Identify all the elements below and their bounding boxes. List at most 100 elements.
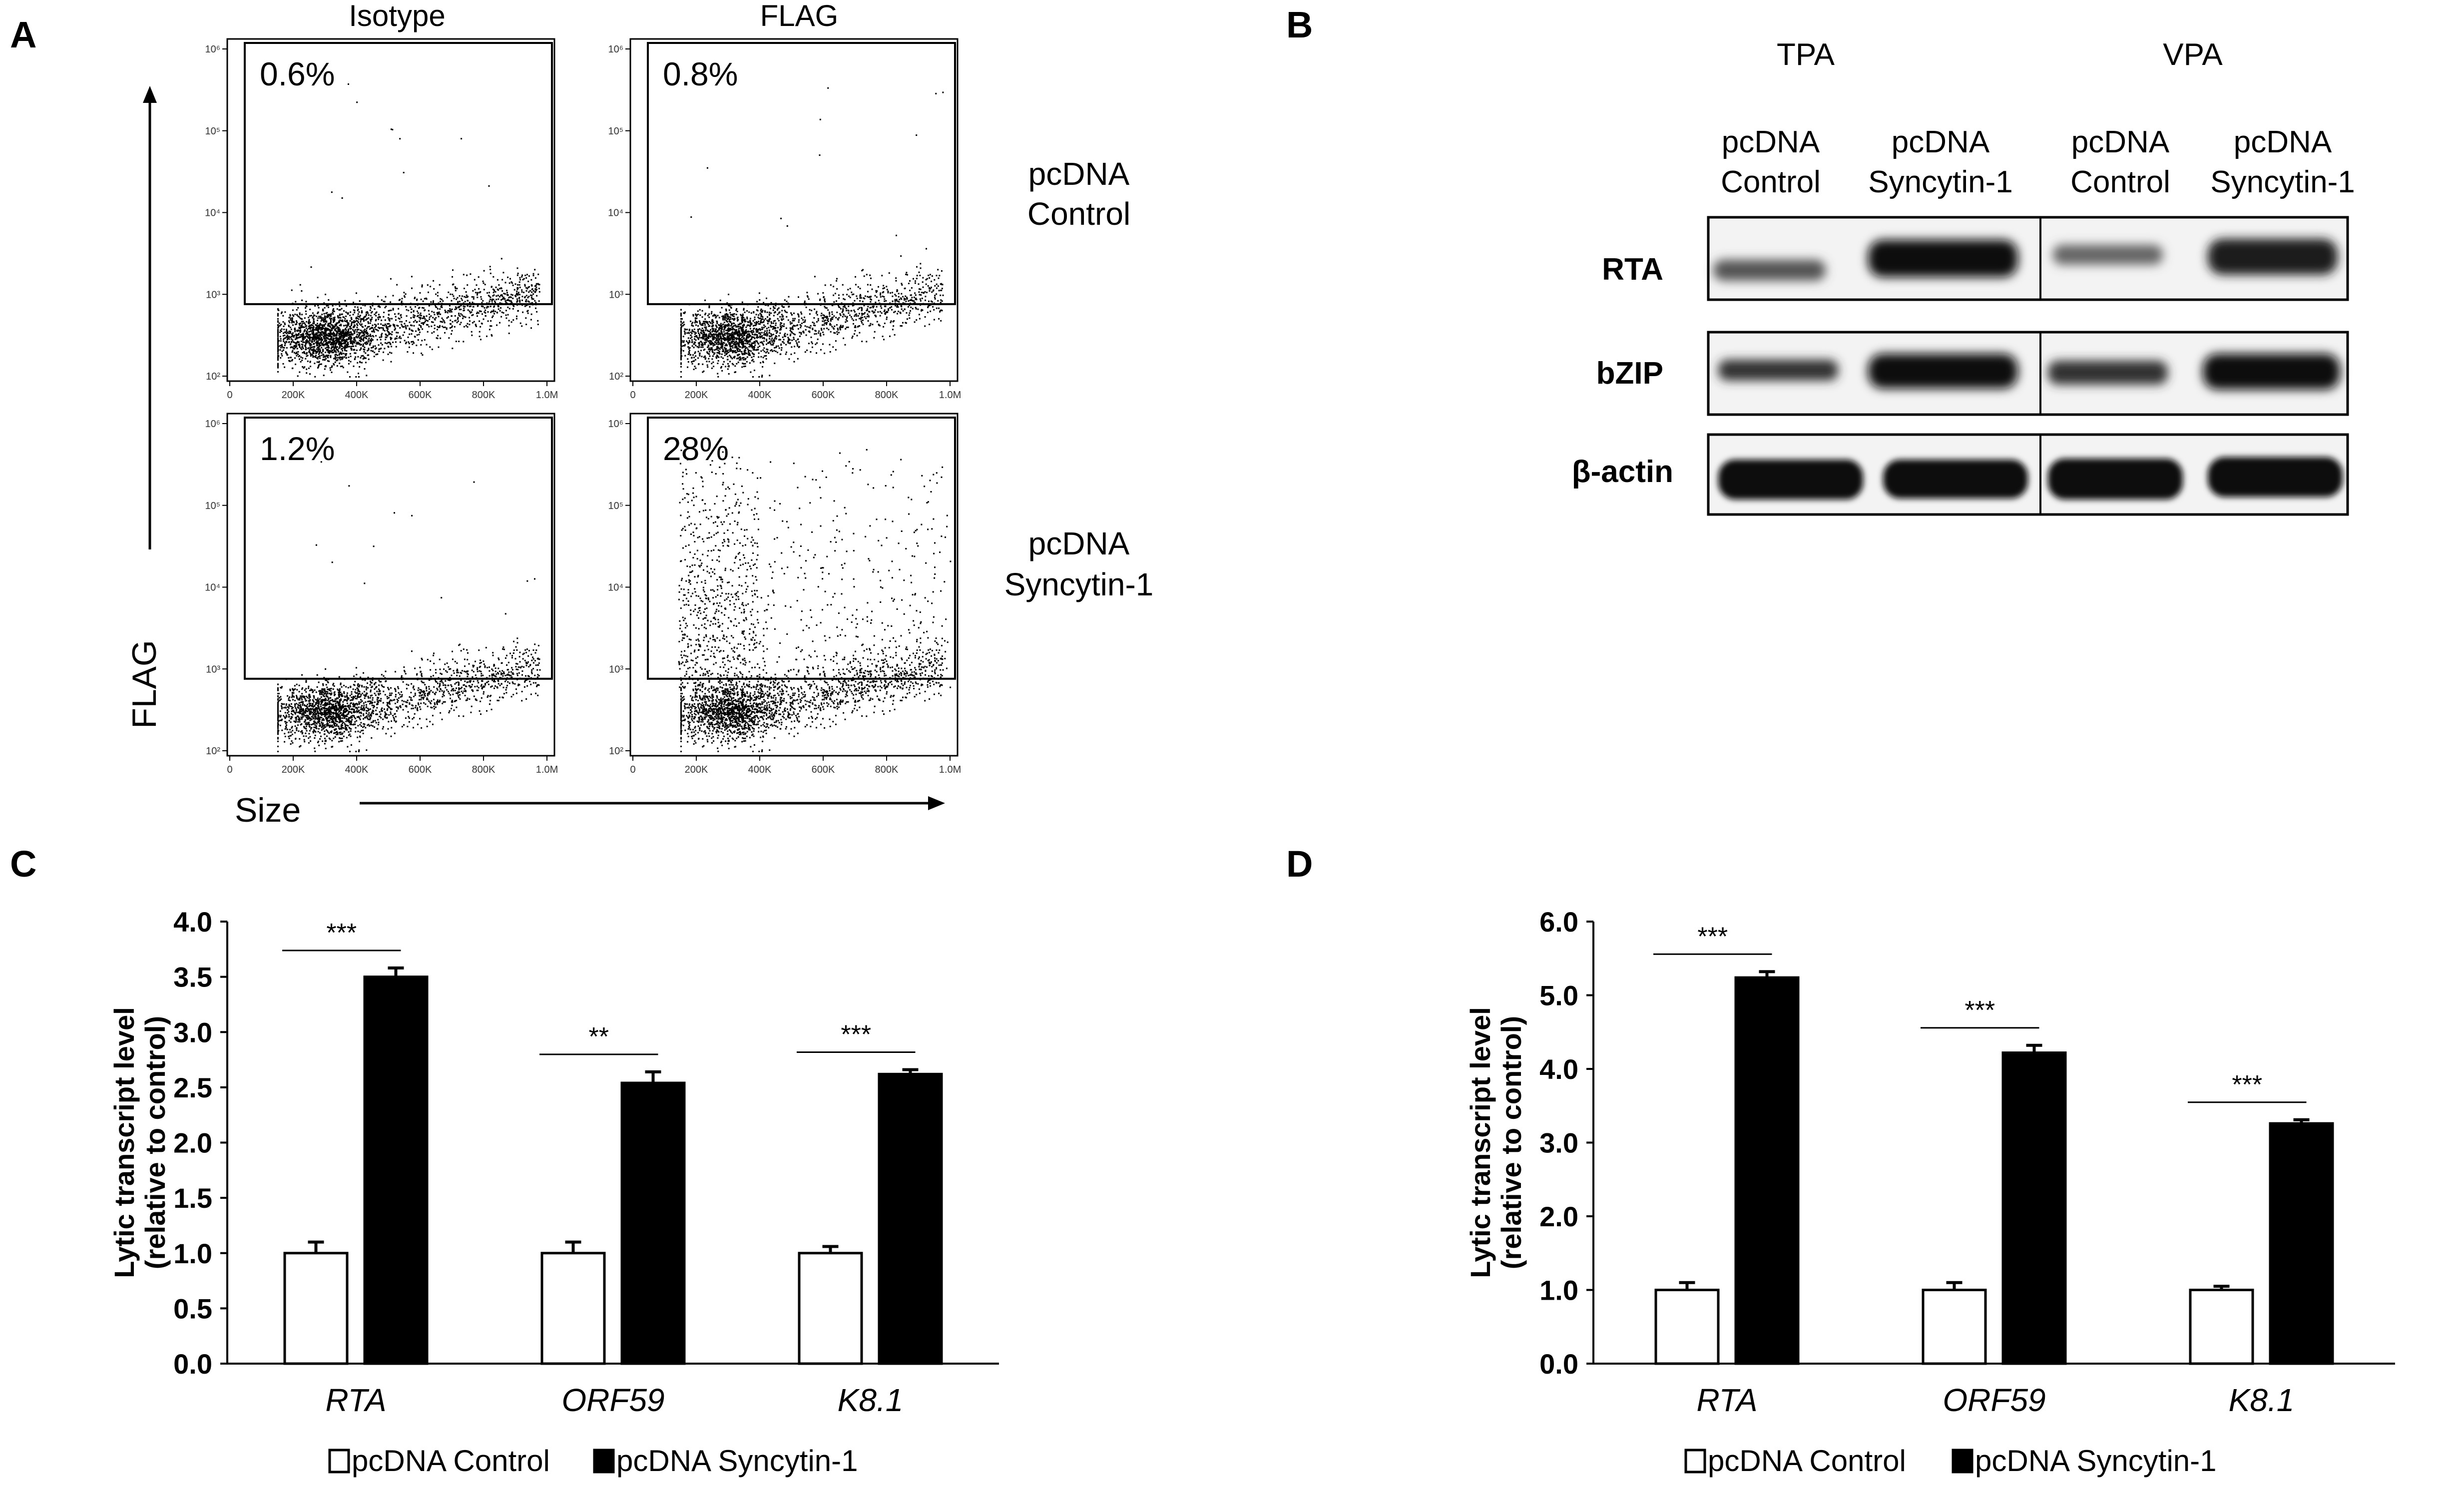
- x-tick-label: 600K: [812, 390, 835, 401]
- lane-1-label-line1: pcDNA: [1722, 125, 1820, 159]
- significance-stars: **: [589, 1022, 609, 1051]
- y-axis-label-line1: Lytic transcript level: [108, 1007, 140, 1278]
- row-label-syncytin-line2: Syncytin-1: [1004, 566, 1154, 602]
- y-tick-label: 0.5: [173, 1293, 212, 1324]
- bar-syncytin-k81: [878, 1072, 943, 1365]
- x-tick-label: 1.0M: [536, 390, 558, 401]
- panel-label-c: C: [10, 843, 36, 885]
- lane-2-label-line1: pcDNA: [1892, 125, 1990, 159]
- x-tick-label: 800K: [875, 390, 899, 401]
- y-tick-label: 10⁴: [608, 582, 623, 593]
- gate-box: [244, 42, 553, 305]
- x-tick-label: 400K: [345, 390, 369, 401]
- bar-control-rta: [283, 1252, 349, 1365]
- y-tick-label: 10⁵: [205, 500, 220, 511]
- legend-swatch-control: [1684, 1449, 1706, 1474]
- category-label: RTA: [1696, 1382, 1757, 1418]
- x-tick-label: 800K: [472, 390, 495, 401]
- bar-chart-d: 0.0 1.0 2.0 3.0 4.0 5.0 6.0 Lytic transcript le…: [1465, 906, 2395, 1478]
- y-tick-label: 10⁶: [205, 419, 220, 430]
- bar-control-orf59: [540, 1252, 606, 1365]
- x-tick-label: 200K: [282, 390, 305, 401]
- x-arrow-head: [928, 796, 945, 810]
- y-tick-label: 10⁵: [608, 500, 623, 511]
- bzip-band-lane4: [2203, 354, 2340, 390]
- x-tick-label: 600K: [409, 390, 432, 401]
- column-label-isotype: Isotype: [349, 0, 445, 32]
- y-tick-label: 1.0: [1539, 1275, 1578, 1306]
- x-tick-label: 800K: [472, 764, 495, 775]
- rta-band-lane1: [1713, 260, 1826, 281]
- bzip-band-lane1: [1718, 360, 1838, 381]
- y-tick-label: 10⁵: [608, 126, 623, 137]
- row-label-control-line1: pcDNA: [1028, 156, 1130, 192]
- x-tick-label: 1.0M: [939, 390, 961, 401]
- lane-2-label-line2: Syncytin-1: [1868, 165, 2012, 199]
- y-tick-label: 2.0: [173, 1127, 212, 1159]
- y-tick-label: 10⁶: [608, 44, 623, 55]
- legend-swatch-control: [328, 1449, 350, 1474]
- y-tick-label: 10²: [609, 746, 623, 757]
- gate-percentage: 0.8%: [663, 55, 738, 92]
- x-tick-label: 0: [227, 764, 232, 775]
- y-tick-label: 1.5: [173, 1182, 212, 1214]
- flow-plot-3: 1.2% 0 200K 400K 600K 800K 1.0M 10² 10³ 10⁴ 10⁵ 10⁶: [205, 413, 558, 775]
- bzip-band-lane3: [2048, 361, 2168, 385]
- legend-swatch-syncytin: [593, 1449, 615, 1474]
- row-label-control-line2: Control: [1027, 196, 1130, 232]
- bar-control-k81: [798, 1252, 863, 1365]
- y-tick-label: 3.0: [173, 1016, 212, 1048]
- flag-axis-label: FLAG: [125, 640, 163, 729]
- y-tick-label: 10⁴: [205, 582, 220, 593]
- y-tick-label: 10⁶: [608, 419, 623, 430]
- lane-4-label-line1: pcDNA: [2234, 125, 2332, 159]
- gate-percentage: 0.6%: [260, 55, 335, 92]
- legend-label: pcDNA Syncytin-1: [1975, 1444, 2217, 1478]
- y-tick-label: 2.0: [1539, 1201, 1578, 1232]
- bar-control-k81: [2189, 1289, 2254, 1365]
- y-tick-label: 3.5: [173, 962, 212, 993]
- x-tick-label: 0: [630, 390, 635, 401]
- bar-syncytin-rta: [363, 976, 429, 1365]
- panel-label-d: D: [1286, 843, 1313, 885]
- x-tick-label: 1.0M: [536, 764, 558, 775]
- y-axis-label-line2: (relative to control): [1495, 1016, 1527, 1269]
- gate-box: [244, 417, 553, 680]
- category-label: K8.1: [2229, 1382, 2295, 1418]
- legend-label: pcDNA Control: [352, 1444, 550, 1478]
- y-tick-label: 10³: [206, 664, 220, 675]
- y-tick-label: 10²: [206, 746, 220, 757]
- event-dots: [277, 83, 540, 378]
- x-tick-label: 400K: [345, 764, 369, 775]
- y-tick-label: 10²: [609, 371, 623, 382]
- gate-box: [647, 417, 956, 680]
- y-tick-label: 5.0: [1539, 980, 1578, 1011]
- x-tick-label: 0: [227, 390, 232, 401]
- y-tick-label: 6.0: [1539, 906, 1578, 938]
- protein-label-rta: RTA: [1602, 252, 1663, 287]
- x-tick-label: 200K: [685, 764, 708, 775]
- legend-swatch-syncytin: [1952, 1449, 1973, 1474]
- x-tick-label: 600K: [812, 764, 835, 775]
- gate-percentage: 28%: [663, 430, 729, 467]
- bar-control-rta: [1654, 1289, 1720, 1365]
- flow-cytometry-panel: Isotype FLAG pcDNA Control pcDNA Syncyti…: [125, 0, 1153, 829]
- category-label: K8.1: [838, 1382, 904, 1418]
- treatment-label-vpa: VPA: [2163, 37, 2223, 72]
- x-tick-label: 200K: [282, 764, 305, 775]
- panel-label-b: B: [1286, 4, 1313, 45]
- y-arrow-head: [143, 86, 157, 103]
- protein-label-actin: β-actin: [1572, 455, 1673, 489]
- x-tick-label: 400K: [748, 764, 772, 775]
- flow-plots: 0.6% 0 200K 400K 600K 800K 1.0M 10² 10³ 10⁴ 10⁵ 10⁶…: [205, 38, 961, 775]
- lane-1-label-line2: Control: [1721, 165, 1821, 199]
- rta-band-lane2: [1868, 240, 2018, 277]
- x-tick-label: 1.0M: [939, 764, 961, 775]
- x-tick-label: 0: [630, 764, 635, 775]
- event-dots: [678, 449, 952, 752]
- legend-label: pcDNA Syncytin-1: [616, 1444, 858, 1478]
- y-axis-label-line2: (relative to control): [139, 1016, 171, 1269]
- lane-4-label-line2: Syncytin-1: [2210, 165, 2355, 199]
- y-tick-label: 10³: [609, 664, 623, 675]
- category-label: ORF59: [1943, 1382, 2045, 1418]
